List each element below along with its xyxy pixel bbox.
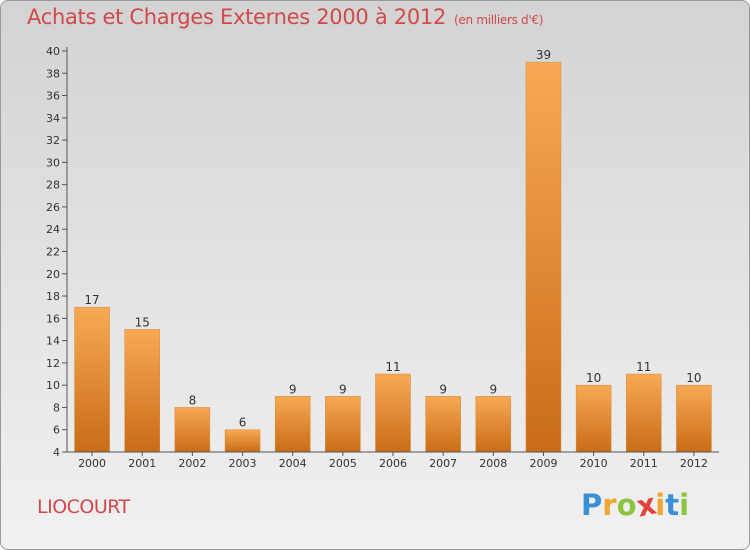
y-tick-label: 32 <box>46 134 60 147</box>
bar-value-label: 9 <box>339 382 347 396</box>
bar-2006 <box>375 373 411 453</box>
bar-2005 <box>325 396 361 453</box>
location-label: LIOCOURT <box>37 496 130 518</box>
logo-letter: i <box>655 488 666 522</box>
y-tick-label: 6 <box>53 424 60 437</box>
x-tick-label: 2006 <box>379 457 407 470</box>
x-tick-label: 2009 <box>529 457 557 470</box>
chart-subtitle: (en milliers d'€) <box>454 13 544 27</box>
bar-2010 <box>575 384 612 453</box>
x-tick-label: 2000 <box>78 457 106 470</box>
x-axis: 2000 2001 2002 2003 2004 2005 2006 2007 2008 2009… <box>67 451 719 470</box>
y-tick-label: 4 <box>53 446 60 459</box>
y-tick-label: 24 <box>46 223 60 236</box>
bar-2000 <box>74 306 110 453</box>
proxiti-logo: Proxiti <box>581 486 690 523</box>
x-tick-label: 2010 <box>580 457 608 470</box>
x-tick-label: 2011 <box>630 457 658 470</box>
bar-value-label: 10 <box>686 371 701 385</box>
bar-2003 <box>224 429 261 453</box>
bar-2008 <box>475 396 512 453</box>
y-tick-label: 38 <box>46 67 60 80</box>
logo-letter: t <box>665 488 680 522</box>
y-tick-label: 12 <box>46 357 60 370</box>
y-tick-label: 18 <box>46 290 60 303</box>
bar-value-label: 15 <box>135 315 150 329</box>
chart-title-text: Achats et Charges Externes 2000 à 2012 <box>27 5 447 29</box>
bar-2012 <box>676 384 712 453</box>
x-tick-label: 2001 <box>128 457 156 470</box>
y-tick-label: 26 <box>46 201 60 214</box>
bar-2002 <box>174 407 211 453</box>
y-tick-label: 20 <box>46 268 60 281</box>
y-axis: 4 6 8 10 12 14 16 18 20 22 24 26 28 30 32 34 36 38 40 <box>46 45 68 459</box>
y-tick-label: 28 <box>46 179 60 192</box>
x-tick-label: 2003 <box>229 457 257 470</box>
y-tick-label: 14 <box>46 335 60 348</box>
x-tick-label: 2004 <box>279 457 307 470</box>
x-tick-label: 2008 <box>479 457 507 470</box>
y-tick-label: 34 <box>46 112 60 125</box>
bar-2001 <box>124 329 160 453</box>
bar-value-label: 9 <box>489 382 497 396</box>
logo-letter: r <box>602 488 617 522</box>
y-tick-label: 8 <box>53 401 60 414</box>
logo-letter: P <box>581 488 603 522</box>
y-tick-label: 30 <box>46 156 60 169</box>
chart-title: Achats et Charges Externes 2000 à 2012 (e… <box>27 5 543 29</box>
bar-value-label: 8 <box>189 393 197 407</box>
y-tick-label: 22 <box>46 246 60 259</box>
bar-value-label: 11 <box>636 360 651 374</box>
bar-value-label: 11 <box>385 360 400 374</box>
bar-2004 <box>274 396 311 453</box>
y-tick-label: 36 <box>46 90 60 103</box>
y-tick-label: 10 <box>46 379 60 392</box>
bars: 17 15 8 6 9 9 11 9 9 39 10 11 10 <box>74 48 712 453</box>
x-tick-label: 2007 <box>429 457 457 470</box>
bar-value-label: 17 <box>84 293 99 307</box>
bar-2007 <box>425 396 461 453</box>
bar-value-label: 9 <box>439 382 447 396</box>
bar-value-label: 9 <box>289 382 297 396</box>
y-tick-label: 16 <box>46 312 60 325</box>
logo-letter: i <box>679 488 690 522</box>
logo-letter: o <box>616 488 637 522</box>
y-tick-label: 40 <box>46 45 60 58</box>
x-tick-label: 2005 <box>329 457 357 470</box>
x-tick-label: 2012 <box>680 457 708 470</box>
x-tick-label: 2002 <box>178 457 206 470</box>
bar-value-label: 6 <box>239 416 247 430</box>
bar-2011 <box>626 373 662 453</box>
bar-value-label: 10 <box>586 371 601 385</box>
bar-2009 <box>525 61 562 453</box>
bar-value-label: 39 <box>536 48 551 62</box>
